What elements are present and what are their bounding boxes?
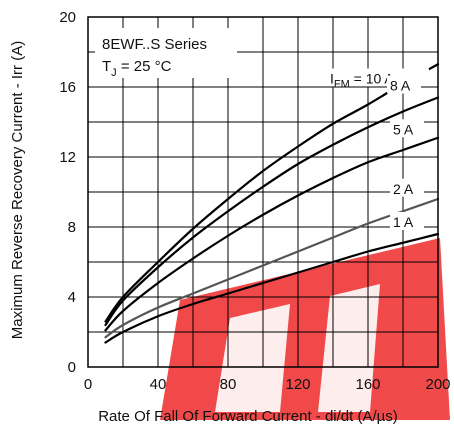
series-label-bg-1 [387, 75, 421, 94]
series-line-1 [104, 96, 440, 327]
y-tick-label: 12 [59, 149, 76, 166]
series-label-2: 5 A [393, 121, 414, 137]
series-line-4 [104, 232, 440, 344]
series-line-2 [104, 136, 440, 332]
plot-frame [87, 16, 439, 368]
series-label-bg-4 [390, 212, 424, 230]
temperature-value: = 25 °C [117, 58, 172, 75]
y-axis-title: Maximum Reverse Recovery Current - Irr (… [9, 41, 26, 339]
series-label-1: 8 A [390, 78, 411, 94]
series-label-3: 2 A [393, 181, 414, 197]
annotation-box [95, 28, 237, 78]
series-line-3 [104, 197, 440, 339]
y-tick-label: 20 [59, 9, 76, 26]
series-label-bg-3 [390, 178, 424, 197]
x-tick-label: 80 [220, 376, 237, 393]
x-tick-label: 160 [355, 376, 380, 393]
series-line-0 [104, 63, 440, 323]
tick-labels: 0 40 80 120 160 200 0 4 8 12 16 20 [59, 9, 450, 393]
y-tick-label: 4 [68, 289, 76, 306]
x-tick-label: 0 [84, 376, 92, 393]
y-tick-label: 8 [68, 219, 76, 236]
series-label-0: IFM = 10 A [330, 71, 394, 91]
temperature-symbol: T [102, 58, 111, 75]
x-axis-title: Rate Of Fall Of Forward Current - di/dt … [98, 408, 398, 425]
temperature-annotation: TJ = 25 °C [102, 58, 172, 79]
curves [104, 63, 440, 344]
chart-title: 8EWF..S Series [102, 36, 207, 53]
y-tick-label: 16 [59, 79, 76, 96]
temperature-subscript: J [111, 67, 117, 79]
watermark-logo [160, 238, 450, 420]
x-tick-label: 200 [425, 376, 450, 393]
series-label-4: 1 A [393, 214, 414, 230]
x-tick-label: 120 [285, 376, 310, 393]
series-labels: IFM = 10 A8 A 5 A 2 A 1 A [327, 68, 429, 230]
series-label-bg-2 [390, 119, 424, 138]
y-tick-label: 0 [68, 359, 76, 376]
x-tick-label: 40 [150, 376, 167, 393]
